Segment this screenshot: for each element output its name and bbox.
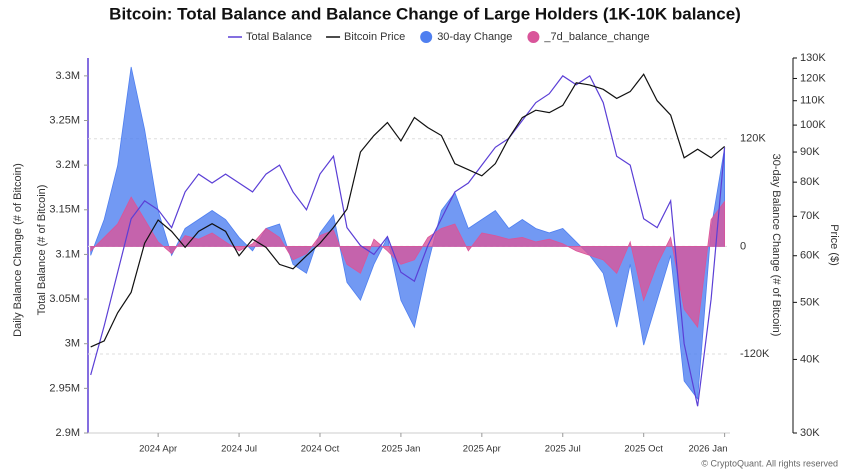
y3-tick-label: 110K <box>800 95 826 107</box>
y3-tick-label: 90K <box>800 146 820 158</box>
outer-y-axis-title: Daily Balance Change (# of Bitcoin) <box>12 163 24 337</box>
x-tick-label: 2025 Oct <box>624 444 663 455</box>
x-tick-label: 2025 Jul <box>545 444 581 455</box>
legend-label: Bitcoin Price <box>344 31 405 43</box>
y3-tick-label: 70K <box>800 210 820 222</box>
y-tick-label: 2.95M <box>49 382 80 394</box>
y3-tick-label: 120K <box>800 72 826 84</box>
line-series <box>90 74 726 407</box>
y3-tick-label: 130K <box>800 52 826 64</box>
y3-tick-label: 50K <box>800 296 820 308</box>
y-tick-label: 2.9M <box>56 427 80 439</box>
y-tick-label: 3.05M <box>49 293 80 305</box>
y2-axis-title: 30-day Balance Change (# of Bitcoin) <box>770 154 782 337</box>
y3-axis-title: Price ($) <box>828 224 840 266</box>
y3-tick-label: 80K <box>800 176 820 188</box>
legend-label: 30-day Change <box>437 31 512 43</box>
x-tick-label: 2024 Oct <box>301 444 340 455</box>
footer: © CryptoQuant. All rights reserved <box>701 458 838 468</box>
y-tick-label: 3.2M <box>56 159 80 171</box>
area-series <box>90 66 726 400</box>
x-tick-label: 2024 Apr <box>139 444 177 455</box>
legend-label: Total Balance <box>246 31 312 43</box>
y-tick-label: 3.25M <box>49 114 80 126</box>
x-tick-label: 2025 Apr <box>463 444 501 455</box>
legend-swatch <box>420 31 433 43</box>
legend-label: _7d_balance_change <box>543 31 649 43</box>
x-tick-label: 2025 Jan <box>381 444 420 455</box>
y2-tick-label: 0 <box>740 240 746 252</box>
y-tick-label: 3.15M <box>49 204 80 216</box>
y3-tick-label: 40K <box>800 353 820 365</box>
line-series <box>90 73 725 348</box>
legend-swatch <box>527 31 540 43</box>
y-tick-label: 3.3M <box>56 70 80 82</box>
y-tick-label: 3.1M <box>56 248 80 260</box>
y3-tick-label: 60K <box>800 250 820 262</box>
y-tick-label: 3M <box>65 338 80 350</box>
x-tick-label: 2024 Jul <box>221 444 257 455</box>
y-axis-title: Total Balance (# of Bitcoin) <box>36 185 48 316</box>
chart-title: Bitcoin: Total Balance and Balance Chang… <box>109 4 741 23</box>
x-tick-label: 2026 Jan <box>688 444 727 455</box>
y2-tick-label: 120K <box>740 133 766 145</box>
y2-tick-label: -120K <box>740 348 770 360</box>
area-series <box>90 196 726 329</box>
y3-tick-label: 30K <box>800 427 820 439</box>
y3-tick-label: 100K <box>800 119 826 131</box>
